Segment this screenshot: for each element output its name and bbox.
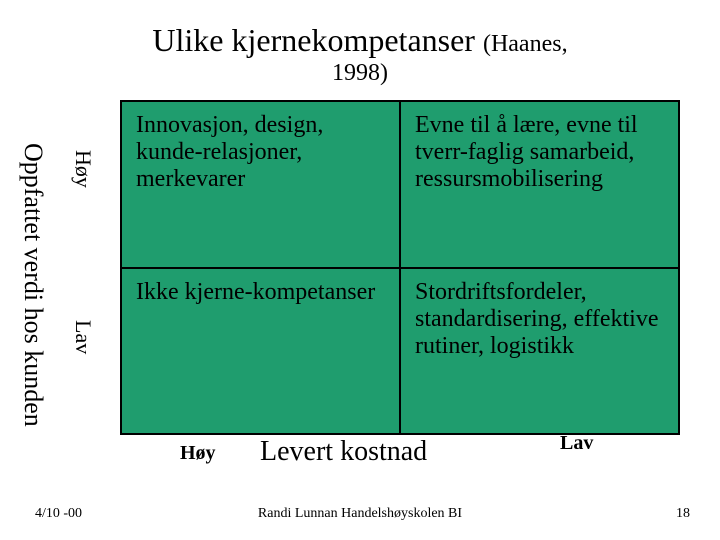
x-axis-low: Lav bbox=[560, 432, 593, 455]
y-axis-label: Oppfattet verdi hos kunden bbox=[18, 100, 48, 470]
title-citation: (Haanes, bbox=[483, 31, 568, 57]
slide: Ulike kjernekompetanser (Haanes, 1998) O… bbox=[0, 0, 720, 540]
matrix-cell-top-left: Innovasjon, design, kunde-relasjoner, me… bbox=[121, 101, 400, 268]
y-axis-high: Høy bbox=[70, 150, 96, 188]
y-axis-low: Lav bbox=[70, 320, 96, 354]
title-main: Ulike kjernekompetanser bbox=[152, 22, 483, 58]
matrix-cell-bottom-right: Stordriftsfordeler, standardisering, eff… bbox=[400, 268, 679, 435]
footer-attribution: Randi Lunnan Handelshøyskolen BI bbox=[0, 506, 720, 522]
slide-title: Ulike kjernekompetanser (Haanes, bbox=[0, 22, 720, 59]
matrix-cell-bottom-left: Ikke kjerne-kompetanser bbox=[121, 268, 400, 435]
footer-page-number: 18 bbox=[676, 506, 690, 522]
title-year: 1998) bbox=[0, 60, 720, 87]
x-axis-high: Høy bbox=[180, 442, 216, 465]
matrix-cell-top-right: Evne til å lære, evne til tverr-faglig s… bbox=[400, 101, 679, 268]
x-axis-label: Levert kostnad bbox=[260, 436, 427, 468]
competence-matrix: Innovasjon, design, kunde-relasjoner, me… bbox=[120, 100, 680, 435]
